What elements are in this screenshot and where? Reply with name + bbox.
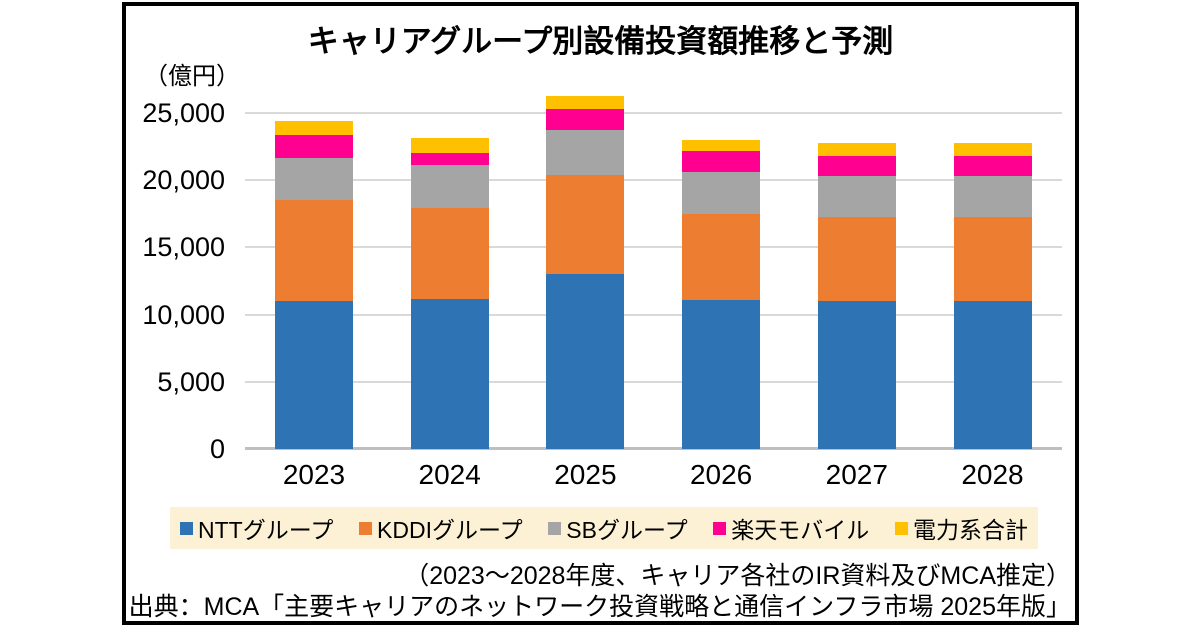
- bar-2025: [546, 95, 625, 449]
- bar-2026: [682, 139, 761, 449]
- x-tick-2025: 2025: [554, 459, 617, 490]
- legend-label: 楽天モバイル: [731, 517, 870, 543]
- chart-title: キャリアグループ別設備投資額推移と予測: [307, 24, 894, 59]
- segment-2023-KDDIグループ: [275, 199, 353, 301]
- legend-swatch-icon: [548, 521, 562, 535]
- gridline-5,000: [245, 380, 1062, 383]
- gridline-20,000: [245, 179, 1062, 182]
- y-tick-10,000: 10,000: [142, 299, 225, 330]
- legend: NTTグループ KDDIグループ SBグループ 楽天モバイル 電力系合計: [170, 507, 1038, 549]
- y-tick-25,000: 25,000: [142, 98, 225, 128]
- segment-2026-NTTグループ: [682, 299, 761, 449]
- gridline-10,000: [245, 313, 1062, 316]
- legend-item-NTTグループ: NTTグループ: [180, 511, 333, 545]
- y-tick-5,000: 5,000: [157, 366, 225, 397]
- segment-2025-SBグループ: [546, 130, 625, 175]
- segment-2028-電力系合計: [953, 142, 1032, 157]
- source-note-line1: （2023～2028年度、キャリア各社のIR資料及びMCA推定）: [404, 562, 1071, 590]
- segment-2026-KDDIグループ: [682, 214, 761, 300]
- legend-label: 電力系合計: [912, 517, 1028, 543]
- legend-swatch-icon: [713, 521, 727, 535]
- legend-label: NTTグループ: [198, 517, 334, 543]
- segment-2024-SBグループ: [410, 165, 489, 208]
- bar-2023: [275, 121, 353, 449]
- legend-item-SBグループ: SBグループ: [548, 511, 688, 545]
- bar-2027: [817, 142, 896, 449]
- legend-swatch-icon: [894, 521, 908, 535]
- x-tick-2028: 2028: [961, 459, 1024, 490]
- segment-2024-電力系合計: [410, 137, 489, 153]
- segment-2023-NTTグループ: [275, 300, 353, 449]
- segment-2028-KDDIグループ: [953, 216, 1032, 301]
- legend-item-電力系合計: 電力系合計: [894, 511, 1028, 545]
- y-tick-15,000: 15,000: [142, 232, 225, 263]
- segment-2028-NTTグループ: [953, 300, 1032, 449]
- gridline-25,000: [245, 112, 1062, 114]
- segment-2027-SBグループ: [817, 175, 896, 217]
- segment-2025-KDDIグループ: [546, 174, 625, 275]
- x-tick-2026: 2026: [689, 459, 753, 490]
- segment-2027-KDDIグループ: [817, 216, 896, 301]
- segment-2025-NTTグループ: [546, 274, 625, 449]
- segment-2026-SBグループ: [682, 172, 761, 215]
- segment-2023-楽天モバイル: [275, 135, 353, 159]
- source-note-line2: 出典：MCA「主要キャリアのネットワーク投資戦略と通信インフラ市場 2025年版…: [128, 593, 1071, 621]
- legend-item-楽天モバイル: 楽天モバイル: [713, 511, 869, 545]
- y-axis-unit-label: （億円）: [144, 63, 240, 90]
- segment-2027-楽天モバイル: [817, 156, 896, 176]
- segment-2026-楽天モバイル: [682, 151, 761, 173]
- segment-2026-電力系合計: [682, 139, 761, 152]
- x-tick-2023: 2023: [282, 459, 346, 490]
- bar-2028: [953, 142, 1032, 449]
- segment-2027-NTTグループ: [817, 300, 896, 449]
- segment-2028-楽天モバイル: [953, 156, 1032, 177]
- x-axis-line: [245, 447, 1062, 450]
- bar-2024: [410, 137, 489, 449]
- y-tick-0: 0: [209, 434, 225, 464]
- legend-label: SBグループ: [566, 517, 688, 543]
- segment-2025-楽天モバイル: [546, 108, 625, 131]
- segment-2028-SBグループ: [953, 176, 1032, 217]
- y-tick-20,000: 20,000: [142, 165, 225, 196]
- plot-area: 2023 2024 2025 2026 2027 2028: [245, 95, 1062, 490]
- segment-2024-NTTグループ: [410, 299, 489, 449]
- segment-2023-SBグループ: [275, 158, 353, 200]
- segment-2023-電力系合計: [275, 121, 353, 136]
- x-tick-2024: 2024: [418, 459, 481, 490]
- segment-2027-電力系合計: [817, 142, 896, 157]
- segment-2024-楽天モバイル: [410, 152, 489, 166]
- gridline-15,000: [245, 246, 1062, 249]
- legend-swatch-icon: [359, 521, 373, 535]
- legend-swatch-icon: [180, 521, 193, 535]
- x-tick-2027: 2027: [825, 459, 888, 490]
- segment-2024-KDDIグループ: [410, 207, 489, 300]
- segment-2025-電力系合計: [546, 95, 625, 109]
- legend-label: KDDIグループ: [377, 517, 523, 543]
- legend-item-KDDIグループ: KDDIグループ: [359, 511, 523, 545]
- chart-frame: キャリアグループ別設備投資額推移と予測 （億円） 2023 2024 2025 202…: [122, 2, 1079, 625]
